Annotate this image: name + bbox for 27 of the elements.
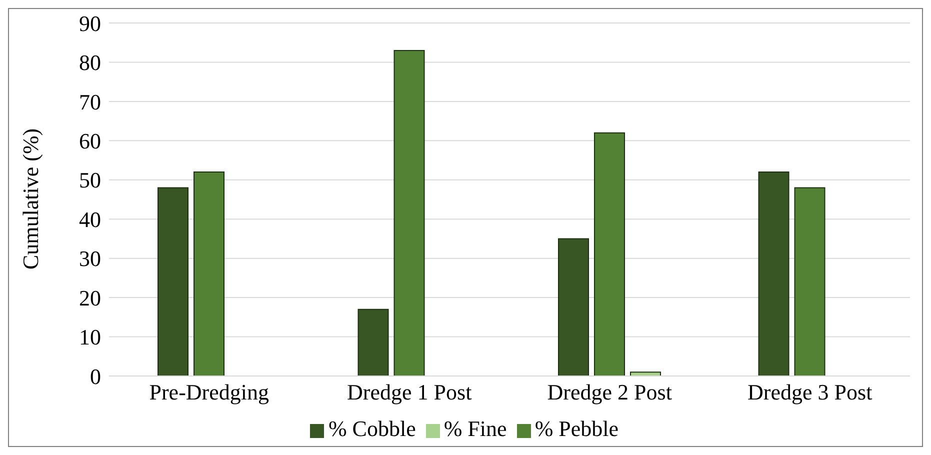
- y-tick-label: 40: [79, 206, 101, 232]
- bar: [594, 132, 625, 376]
- bar: [558, 238, 589, 376]
- bar: [158, 187, 188, 376]
- legend-label: % Fine: [444, 416, 507, 441]
- y-tick-label: 60: [79, 128, 101, 154]
- x-tick-label: Dredge 2 Post: [547, 380, 672, 405]
- y-tick-label: 10: [79, 324, 101, 350]
- bar: [758, 172, 790, 376]
- x-tick-label: Pre-Dredging: [149, 380, 269, 405]
- x-tick-label: Dredge 1 Post: [347, 380, 472, 405]
- bar: [394, 50, 425, 376]
- bar: [794, 187, 826, 376]
- bar: [194, 172, 224, 376]
- x-tick-label: Dredge 3 Post: [748, 380, 872, 405]
- bar: [358, 308, 389, 376]
- y-tick-label: 70: [79, 89, 101, 114]
- y-tick-label: 0: [90, 364, 101, 389]
- y-tick-label: 50: [79, 168, 101, 193]
- y-tick-label: 90: [79, 10, 101, 36]
- legend-label: % Cobble: [328, 416, 416, 441]
- legend-label: % Pebble: [534, 416, 619, 441]
- bar: [630, 372, 661, 376]
- y-tick-label: 30: [79, 246, 101, 272]
- y-tick-label: 20: [79, 285, 101, 310]
- y-tick-label: 80: [79, 50, 101, 76]
- y-axis-title: Cumulative (%): [18, 128, 43, 270]
